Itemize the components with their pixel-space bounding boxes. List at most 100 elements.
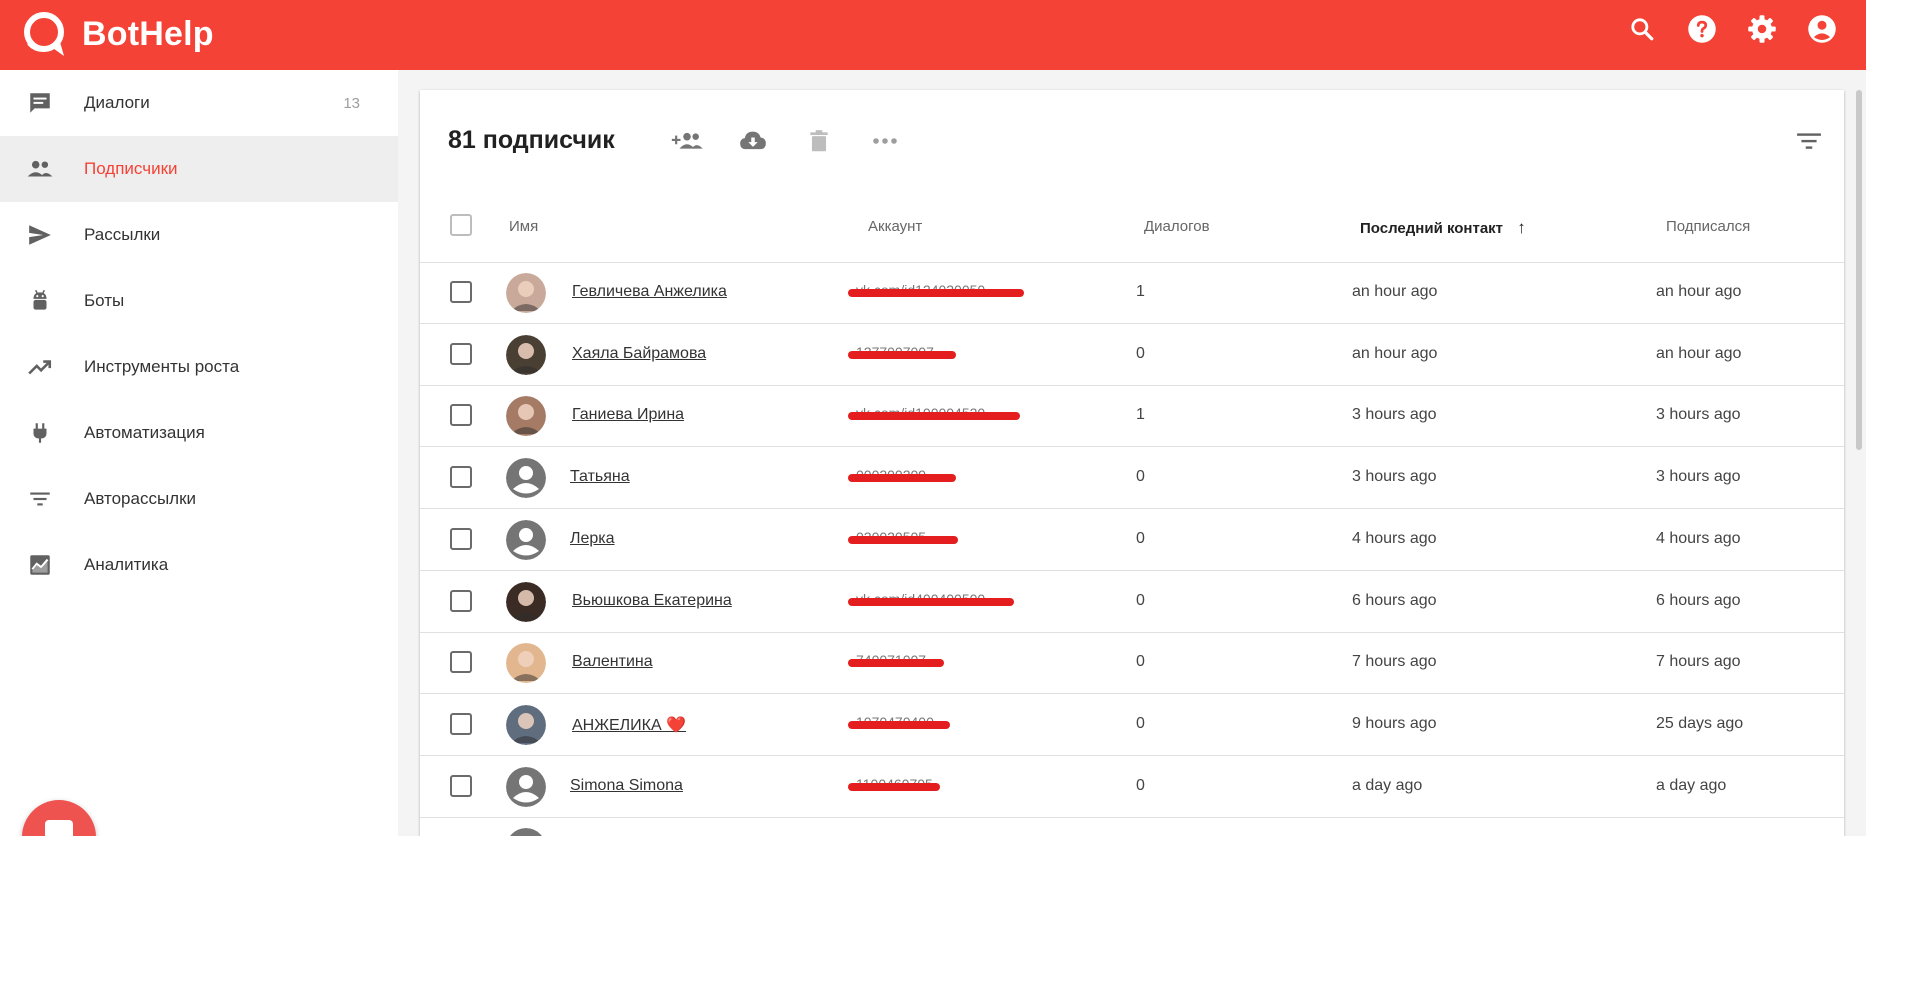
dialogs-count: 0 [1136, 653, 1145, 671]
row-checkbox[interactable] [450, 404, 472, 427]
column-header-last-contact[interactable]: Последний контакт ↑ [1360, 218, 1526, 238]
avatar [506, 704, 546, 745]
sidebar-item-automation[interactable]: Автоматизация [0, 400, 398, 466]
help-icon[interactable] [1686, 13, 1718, 45]
download-icon[interactable] [736, 124, 770, 158]
sidebar-item-broadcasts[interactable]: Рассылки [0, 202, 398, 268]
subscriber-name-link[interactable]: Гевличева Анжелика [572, 283, 727, 300]
subscribed-value: an hour ago [1656, 344, 1742, 362]
bothelp-logo-icon [24, 12, 64, 56]
default-avatar-icon [506, 766, 546, 807]
settings-icon[interactable] [1746, 13, 1778, 45]
add-subscriber-icon[interactable] [670, 124, 704, 158]
last-contact-value: 9 hours ago [1352, 714, 1437, 732]
subscriber-name-link[interactable]: Хаяла Байрамова [572, 344, 707, 362]
sidebar-item-label: Боты [84, 291, 125, 310]
table-row[interactable]: Ганиева Иринаvk.com/id10000452013 hours … [420, 386, 1844, 448]
sidebar-item-subscribers[interactable]: Подписчики [0, 136, 398, 202]
row-checkbox[interactable] [450, 527, 472, 550]
plug-icon [26, 419, 54, 447]
sidebar-item-analytics[interactable]: Аналитика [0, 532, 398, 598]
table-row[interactable]: Вьюшкова Екатеринаvk.com/id40040050006 h… [420, 572, 1844, 633]
sidebar-item-growth-tools[interactable]: Инструменты роста [0, 334, 398, 400]
row-checkbox[interactable] [450, 342, 472, 365]
default-avatar-icon [506, 519, 546, 560]
top-bar: BotHelp [0, 0, 1866, 70]
column-header-label: Последний контакт [1360, 220, 1504, 237]
logo[interactable]: BotHelp [20, 6, 214, 62]
dialogs-count: 1 [1136, 406, 1145, 424]
avatar [506, 396, 546, 437]
column-header-dialogs[interactable]: Диалогов [1144, 218, 1210, 235]
header-divider [420, 262, 1844, 263]
redaction-mark [848, 720, 950, 729]
dialogs-count: 0 [1136, 714, 1145, 732]
redaction-mark [848, 412, 1020, 421]
row-checkbox[interactable] [450, 589, 472, 612]
filter-list-icon[interactable] [1792, 124, 1826, 158]
sidebar-item-label: Автоматизация [84, 423, 205, 442]
brand-name: BotHelp [82, 14, 214, 53]
chart-icon [26, 551, 54, 579]
redaction-mark [848, 350, 956, 359]
dialogs-count-badge: 13 [343, 94, 360, 112]
sidebar-item-autobroadcasts[interactable]: Авторассылки [0, 466, 398, 532]
sidebar-item-label: Диалоги [84, 93, 150, 112]
default-avatar-icon [506, 458, 546, 499]
app-frame: BotHelp Диалоги 13 Подписчики [0, 0, 1866, 836]
dialogs-count: 0 [1136, 344, 1145, 362]
sort-ascending-icon: ↑ [1517, 218, 1526, 237]
subscriber-name-link[interactable]: Вьюшкова Екатерина [572, 591, 732, 609]
trending-up-icon [26, 353, 54, 381]
default-avatar-icon [506, 828, 546, 836]
redaction-mark [848, 535, 958, 544]
avatar [506, 643, 546, 684]
last-contact-value: 3 hours ago [1352, 406, 1437, 424]
last-contact-value: 3 hours ago [1352, 468, 1437, 486]
sidebar-item-dialogs[interactable]: Диалоги 13 [0, 70, 398, 136]
row-checkbox[interactable] [450, 712, 472, 735]
redaction-mark [848, 659, 944, 668]
sidebar-item-label: Аналитика [84, 555, 169, 574]
sidebar-item-bots[interactable]: Боты [0, 268, 398, 334]
row-checkbox[interactable] [450, 651, 472, 674]
last-contact-value: 7 hours ago [1352, 653, 1437, 671]
dialogs-count: 0 [1136, 591, 1145, 609]
subscriber-name-link[interactable]: Валентина [572, 653, 653, 671]
search-icon[interactable] [1626, 13, 1658, 45]
filter-icon [26, 485, 54, 513]
row-checkbox[interactable] [450, 466, 472, 489]
row-checkbox[interactable] [450, 281, 472, 303]
subscriber-name-link[interactable]: Татьяна [570, 468, 630, 486]
table-row[interactable]: Хаяла Байрамова12770070070an hour agoan … [420, 325, 1844, 386]
column-header-name[interactable]: Имя [509, 218, 539, 235]
column-header-account[interactable]: Аккаунт [868, 218, 923, 235]
dialogs-count: 1 [1136, 283, 1145, 300]
subscriber-name-link[interactable]: Ганиева Ирина [572, 406, 685, 424]
row-checkbox[interactable] [450, 774, 472, 797]
select-all-checkbox[interactable] [450, 214, 472, 236]
subscriber-name-link[interactable]: Лерка [570, 529, 615, 547]
table-toolbar: 81 подписчик [420, 90, 1844, 190]
subscriber-name-link[interactable]: Simona Simona [570, 776, 683, 794]
account-icon[interactable] [1806, 13, 1838, 45]
subscribed-value: 25 days ago [1656, 714, 1744, 732]
subscriber-name-link[interactable]: АНЖЕЛИКА ❤️ [572, 716, 687, 734]
redaction-mark [848, 474, 956, 483]
subscribed-value: 4 hours ago [1656, 529, 1741, 547]
table-row[interactable]: Гевличева Анжеликаvk.com/id1240200501an … [420, 263, 1844, 324]
column-header-subscribed[interactable]: Подписался [1666, 218, 1751, 235]
page-scrollbar[interactable] [1856, 90, 1862, 450]
subscribers-card: 81 подписчик Имя Аккаунт Диалогов Послед… [420, 90, 1844, 836]
dialogs-count: 0 [1136, 529, 1145, 547]
sidebar-item-label: Инструменты роста [84, 357, 240, 376]
delete-icon[interactable] [802, 124, 836, 158]
redaction-mark [848, 597, 1014, 606]
more-icon[interactable] [868, 124, 902, 158]
